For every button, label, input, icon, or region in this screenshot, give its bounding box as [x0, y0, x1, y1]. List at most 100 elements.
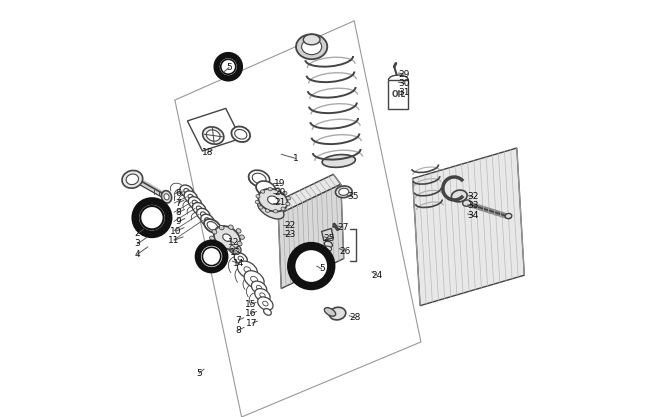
- Ellipse shape: [184, 191, 198, 203]
- Ellipse shape: [251, 276, 257, 282]
- Text: 17: 17: [246, 319, 258, 328]
- Ellipse shape: [339, 188, 349, 196]
- Ellipse shape: [205, 218, 210, 223]
- Ellipse shape: [207, 221, 218, 231]
- Circle shape: [221, 59, 236, 74]
- Ellipse shape: [256, 285, 262, 290]
- Text: 3: 3: [135, 239, 140, 249]
- Polygon shape: [413, 148, 525, 306]
- Ellipse shape: [230, 246, 235, 250]
- Text: 27: 27: [337, 223, 348, 232]
- Ellipse shape: [184, 188, 189, 193]
- Polygon shape: [322, 229, 333, 241]
- Text: 16: 16: [245, 309, 257, 318]
- Ellipse shape: [451, 190, 467, 202]
- Ellipse shape: [204, 219, 221, 233]
- Ellipse shape: [229, 225, 233, 229]
- Ellipse shape: [257, 297, 273, 310]
- Ellipse shape: [232, 246, 237, 251]
- Text: 5: 5: [318, 264, 324, 274]
- Circle shape: [202, 247, 221, 266]
- Text: 19: 19: [274, 179, 286, 188]
- Text: 8: 8: [176, 208, 181, 217]
- Text: 15: 15: [245, 300, 257, 309]
- Ellipse shape: [264, 309, 271, 315]
- Text: 24: 24: [372, 271, 383, 280]
- Ellipse shape: [237, 261, 257, 279]
- Ellipse shape: [244, 271, 264, 288]
- Ellipse shape: [276, 188, 280, 191]
- Text: 23: 23: [284, 230, 295, 239]
- Text: 9: 9: [176, 217, 181, 226]
- Ellipse shape: [180, 185, 193, 197]
- Ellipse shape: [235, 129, 247, 139]
- Text: 18: 18: [202, 148, 213, 157]
- Ellipse shape: [188, 194, 194, 199]
- Text: 7: 7: [176, 198, 181, 208]
- Ellipse shape: [255, 201, 259, 204]
- Ellipse shape: [255, 289, 270, 302]
- Ellipse shape: [234, 253, 247, 264]
- Ellipse shape: [263, 301, 268, 306]
- Polygon shape: [271, 174, 341, 214]
- Text: 14: 14: [233, 259, 244, 268]
- Ellipse shape: [201, 214, 214, 226]
- Text: 2: 2: [135, 229, 140, 238]
- Ellipse shape: [257, 200, 284, 219]
- Text: 26: 26: [339, 246, 350, 256]
- Text: 31: 31: [398, 88, 410, 97]
- Ellipse shape: [122, 171, 142, 188]
- Ellipse shape: [238, 256, 244, 261]
- Ellipse shape: [228, 243, 241, 254]
- Circle shape: [140, 206, 164, 229]
- Ellipse shape: [296, 34, 328, 59]
- Polygon shape: [278, 184, 344, 289]
- Ellipse shape: [237, 229, 241, 233]
- Circle shape: [135, 201, 168, 234]
- Ellipse shape: [274, 209, 278, 213]
- Ellipse shape: [196, 206, 202, 211]
- Ellipse shape: [293, 251, 330, 281]
- Ellipse shape: [210, 236, 215, 241]
- Text: 32: 32: [467, 192, 478, 201]
- Ellipse shape: [196, 208, 210, 220]
- Ellipse shape: [240, 235, 244, 239]
- Ellipse shape: [324, 308, 335, 316]
- Ellipse shape: [256, 181, 276, 196]
- Ellipse shape: [221, 246, 226, 250]
- Polygon shape: [389, 80, 408, 109]
- Ellipse shape: [244, 267, 251, 273]
- Ellipse shape: [192, 203, 205, 214]
- Ellipse shape: [231, 126, 250, 142]
- Ellipse shape: [203, 127, 224, 144]
- Ellipse shape: [252, 281, 266, 294]
- Ellipse shape: [283, 191, 287, 195]
- Ellipse shape: [286, 202, 290, 206]
- Ellipse shape: [330, 307, 346, 320]
- Text: 12: 12: [228, 238, 240, 247]
- Ellipse shape: [126, 174, 138, 185]
- Ellipse shape: [287, 196, 291, 200]
- Text: 7: 7: [235, 316, 241, 325]
- Ellipse shape: [213, 242, 218, 247]
- Ellipse shape: [259, 206, 263, 209]
- Text: 29: 29: [398, 70, 410, 79]
- Text: 25: 25: [324, 234, 335, 243]
- Ellipse shape: [463, 200, 471, 206]
- Ellipse shape: [505, 214, 512, 219]
- Ellipse shape: [248, 170, 270, 187]
- Circle shape: [198, 243, 226, 270]
- Text: 8: 8: [235, 326, 241, 335]
- Ellipse shape: [223, 234, 231, 241]
- Ellipse shape: [281, 207, 285, 211]
- Text: 22: 22: [284, 221, 295, 230]
- Ellipse shape: [302, 39, 322, 55]
- Text: 34: 34: [467, 211, 478, 220]
- Ellipse shape: [335, 186, 352, 198]
- Text: 33: 33: [467, 201, 479, 211]
- Text: 30: 30: [398, 79, 410, 88]
- Circle shape: [291, 246, 332, 286]
- Ellipse shape: [256, 195, 260, 198]
- Text: 35: 35: [347, 192, 359, 201]
- Text: OIL: OIL: [391, 90, 406, 99]
